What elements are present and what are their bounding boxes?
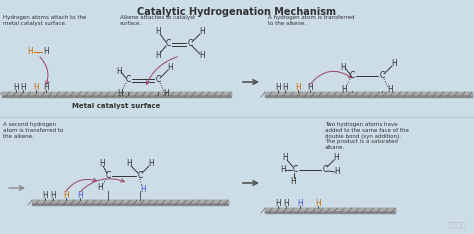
Text: C: C bbox=[165, 40, 171, 48]
Bar bbox=[265, 208, 395, 213]
Bar bbox=[32, 200, 228, 205]
Text: H: H bbox=[20, 84, 26, 92]
Text: H: H bbox=[199, 28, 205, 37]
Text: H: H bbox=[140, 184, 146, 194]
Text: C: C bbox=[155, 76, 161, 84]
Text: H: H bbox=[43, 48, 49, 56]
Text: H: H bbox=[340, 62, 346, 72]
Text: C: C bbox=[105, 172, 110, 180]
Text: Hydrogen atoms attach to the
metal catalyst surface.: Hydrogen atoms attach to the metal catal… bbox=[3, 15, 86, 26]
Text: H: H bbox=[116, 66, 122, 76]
Text: H: H bbox=[341, 84, 347, 94]
Bar bbox=[265, 92, 472, 97]
Text: H: H bbox=[315, 200, 321, 208]
Bar bbox=[265, 208, 395, 210]
Text: C: C bbox=[137, 172, 143, 180]
Text: C: C bbox=[126, 76, 131, 84]
Text: A second hydrogen
atom is transferred to
the alkene.: A second hydrogen atom is transferred to… bbox=[3, 122, 64, 139]
Text: C: C bbox=[187, 40, 192, 48]
Text: H: H bbox=[280, 165, 286, 175]
Text: H: H bbox=[13, 84, 19, 92]
Text: H: H bbox=[43, 84, 49, 92]
Text: H: H bbox=[275, 84, 281, 92]
Text: H: H bbox=[77, 191, 83, 201]
Bar bbox=[265, 92, 472, 94]
Text: H: H bbox=[42, 191, 48, 201]
Text: C: C bbox=[379, 72, 384, 80]
Text: H: H bbox=[391, 59, 397, 69]
Text: C: C bbox=[292, 165, 298, 175]
Text: Alkene attaches to catalyst
surface.: Alkene attaches to catalyst surface. bbox=[120, 15, 195, 26]
Text: H: H bbox=[167, 63, 173, 73]
Text: C: C bbox=[322, 165, 328, 175]
Text: H: H bbox=[117, 88, 123, 98]
Text: H: H bbox=[297, 200, 303, 208]
Text: H: H bbox=[282, 84, 288, 92]
Text: Two hydrogen atoms have
added to the same face of the
double bond (syn addition): Two hydrogen atoms have added to the sam… bbox=[325, 122, 409, 150]
Text: 知乎用户: 知乎用户 bbox=[449, 221, 466, 228]
Bar bbox=[2, 92, 231, 94]
Text: H: H bbox=[27, 48, 33, 56]
Text: H: H bbox=[99, 160, 105, 168]
Text: H: H bbox=[155, 51, 161, 59]
Text: H: H bbox=[126, 160, 132, 168]
Text: A hydrogen atom is transferred
to the alkene.: A hydrogen atom is transferred to the al… bbox=[268, 15, 355, 26]
Text: H: H bbox=[282, 154, 288, 162]
Text: H: H bbox=[275, 200, 281, 208]
Bar bbox=[32, 200, 228, 202]
Text: H: H bbox=[307, 84, 313, 92]
Text: Catalytic Hydrogenation Mechanism: Catalytic Hydrogenation Mechanism bbox=[137, 7, 337, 17]
Text: C: C bbox=[349, 72, 355, 80]
Text: H: H bbox=[163, 88, 169, 98]
Text: H: H bbox=[199, 51, 205, 61]
Text: H: H bbox=[63, 191, 69, 201]
Text: H: H bbox=[295, 84, 301, 92]
Text: H: H bbox=[155, 28, 161, 37]
Text: H: H bbox=[50, 191, 56, 201]
Text: H: H bbox=[33, 84, 39, 92]
Text: H: H bbox=[387, 84, 393, 94]
Text: H: H bbox=[333, 154, 339, 162]
Bar bbox=[2, 92, 231, 97]
Text: H: H bbox=[283, 200, 289, 208]
Text: H: H bbox=[290, 178, 296, 186]
Text: Metal catalyst surface: Metal catalyst surface bbox=[72, 103, 160, 109]
Text: H: H bbox=[97, 183, 103, 193]
Text: H: H bbox=[334, 168, 340, 176]
Text: H: H bbox=[148, 160, 154, 168]
